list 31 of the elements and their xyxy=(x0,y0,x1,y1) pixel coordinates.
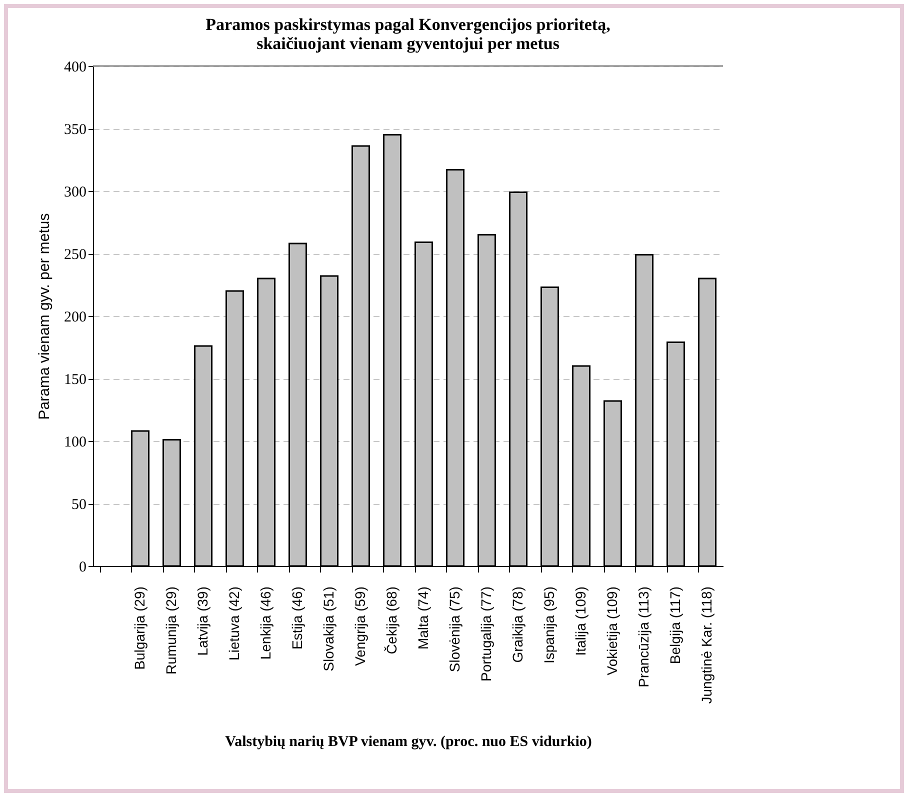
x-tick-label: Slovakija (51) xyxy=(320,586,336,672)
y-tick-label: 350 xyxy=(64,122,86,138)
x-tick-label: Bulgarija (29) xyxy=(131,586,148,670)
x-tick-label: Latvija (39) xyxy=(194,586,210,656)
x-tick-label: Estija (46) xyxy=(288,586,305,650)
y-tick-label: 150 xyxy=(64,372,86,388)
x-tick-label: Rumunija (29) xyxy=(162,586,179,674)
y-tick-label: 400 xyxy=(64,60,86,76)
y-tick-label: 200 xyxy=(64,310,86,326)
x-tick-label: Jungtinė Kar. (118) xyxy=(698,586,714,704)
y-tick-label: 0 xyxy=(79,560,86,576)
y-axis-title: Parama vienam gyv. per metus xyxy=(36,213,53,420)
x-tick-label: Čekija (68) xyxy=(383,586,400,654)
x-tick-label: Lenkija (46) xyxy=(257,586,274,660)
y-tick-label: 100 xyxy=(64,434,86,450)
y-tick-label: 300 xyxy=(64,184,86,200)
x-tick-label: Portugalija (77) xyxy=(478,586,494,682)
x-tick-label: Prancūzija (113) xyxy=(635,586,652,688)
chart-title: Paramos paskirstymas pagal Konvergencijos prioritetą, skaičiuojant vienam gyventojui per metus xyxy=(206,15,610,53)
y-tick-label: 50 xyxy=(72,497,86,513)
y-tick-label: 250 xyxy=(64,247,86,263)
x-tick-label: Graikija (78) xyxy=(509,586,526,663)
x-tick-label: Slovėnija (75) xyxy=(446,586,462,672)
x-tick-label: Ispanija (95) xyxy=(540,586,557,664)
x-tick-label: Belgija (117) xyxy=(666,586,683,664)
x-tick-label: Lietuva (42) xyxy=(226,586,242,660)
x-tick-label: Malta (74) xyxy=(414,586,431,650)
x-tick-label: Vengrija (59) xyxy=(352,586,368,666)
x-axis-title: Valstybių narių BVP vienam gyv. (proc. nuo ES vidurkio) xyxy=(225,734,592,750)
x-tick-label: Vokietija (109) xyxy=(604,586,620,676)
x-tick-label: Italija (109) xyxy=(572,586,588,656)
